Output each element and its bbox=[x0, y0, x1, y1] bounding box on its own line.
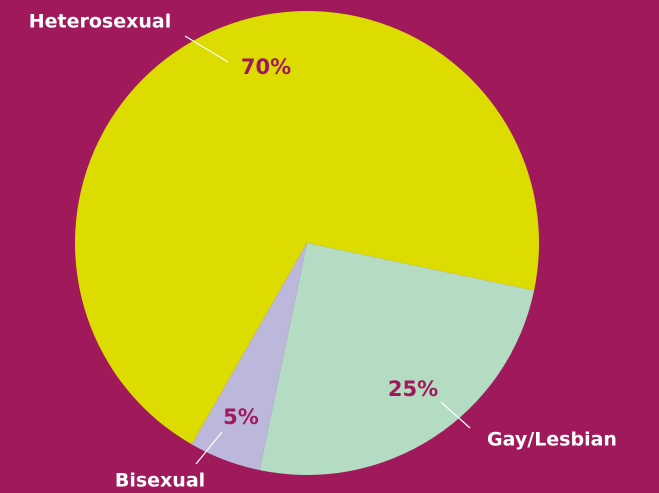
pie-slice bbox=[191, 243, 307, 471]
leader-line bbox=[184, 35, 229, 63]
slice-label: Gay/Lesbian bbox=[487, 429, 617, 451]
leader-line bbox=[440, 401, 471, 429]
value-label: 70% bbox=[241, 55, 291, 79]
slice-label: Heterosexual bbox=[29, 11, 172, 33]
leader-line bbox=[195, 431, 223, 465]
pie-slice bbox=[259, 243, 535, 475]
slice-label: Bisexual bbox=[115, 470, 205, 492]
pie-slice bbox=[75, 11, 539, 445]
value-label: 25% bbox=[388, 377, 438, 401]
value-label: 5% bbox=[223, 405, 259, 429]
